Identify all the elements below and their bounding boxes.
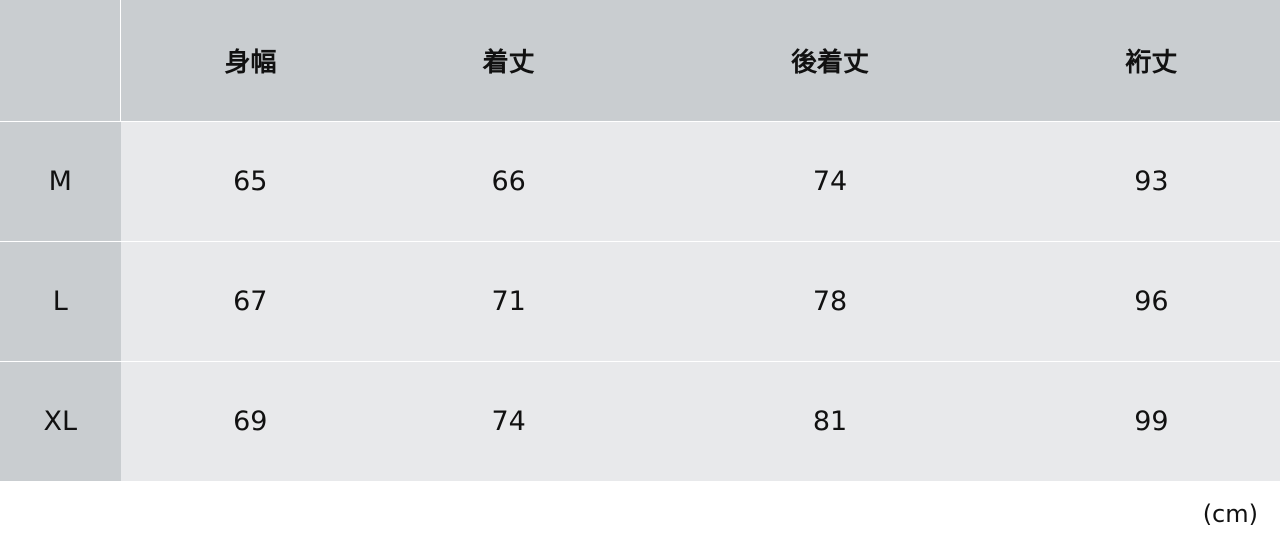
unit-label: (cm) [1202,500,1258,528]
value-cell: 99 [1022,361,1280,481]
value-cell: 93 [1022,121,1280,242]
header-cell: 後着丈 [637,0,1023,122]
header-cell: 着丈 [380,0,638,122]
value-cell: 78 [637,241,1023,362]
value-cell: 74 [637,121,1023,242]
value-cell: 66 [380,121,638,242]
header-cell: 身幅 [120,0,381,122]
size-label: M [0,121,121,242]
table-row: XL 69 74 81 99 [0,361,1280,481]
header-row: 身幅 着丈 後着丈 裄丈 [0,0,1280,122]
value-cell: 69 [120,361,381,481]
size-chart-table: 身幅 着丈 後着丈 裄丈 M 65 66 74 93 L 67 71 78 96… [0,0,1280,481]
value-cell: 81 [637,361,1023,481]
value-cell: 67 [120,241,381,362]
header-cell: 裄丈 [1022,0,1280,122]
size-label: XL [0,361,121,481]
size-label: L [0,241,121,362]
value-cell: 65 [120,121,381,242]
value-cell: 96 [1022,241,1280,362]
corner-cell [0,0,121,122]
value-cell: 74 [380,361,638,481]
value-cell: 71 [380,241,638,362]
table-row: M 65 66 74 93 [0,121,1280,242]
table-row: L 67 71 78 96 [0,241,1280,362]
